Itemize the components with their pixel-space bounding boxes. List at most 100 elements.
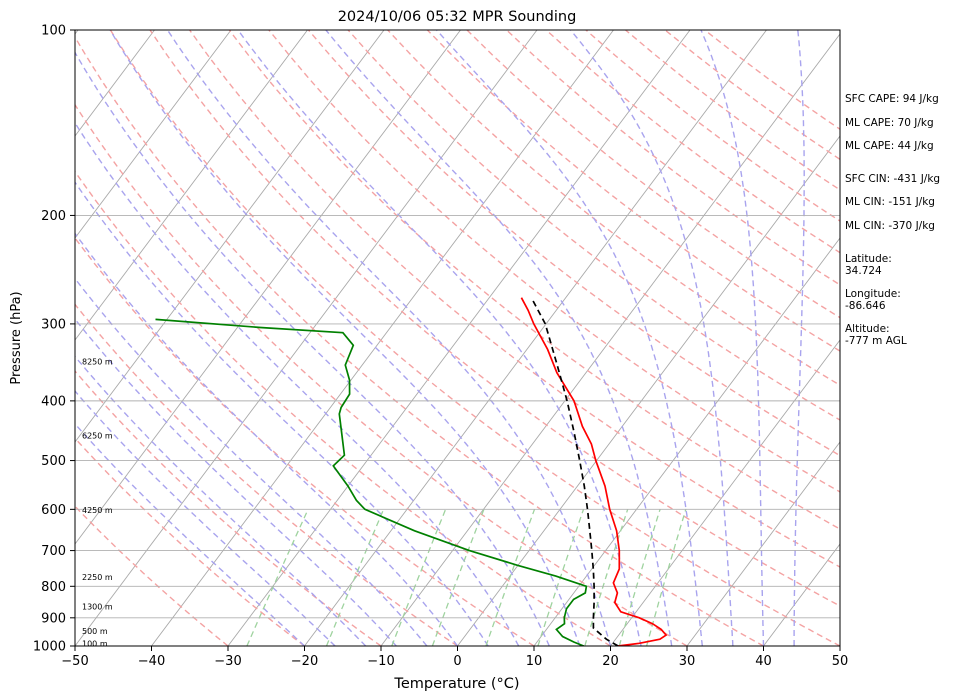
- altitude-value: -777 m AGL: [845, 335, 907, 347]
- moist-adiabat-line: [75, 121, 520, 646]
- moist-adiabat-line: [325, 30, 673, 646]
- moist-adiabat-line: [75, 355, 367, 646]
- dry-adiabat-line: [189, 30, 840, 568]
- x-tick-label: −30: [214, 654, 241, 669]
- x-axis-label: Temperature (°C): [393, 676, 519, 692]
- dry-adiabat-line: [426, 30, 840, 352]
- dry-adiabat-line: [75, 236, 535, 646]
- moist-adiabat-line: [75, 389, 336, 646]
- moist-adiabat-line: [166, 30, 612, 646]
- sfc-cape-text: SFC CAPE: 94 J/kg: [845, 93, 939, 105]
- x-tick-label: −20: [291, 654, 318, 669]
- dry-adiabat-line: [506, 30, 840, 286]
- ml-cin-text: ML CIN: -151 J/kg: [845, 196, 935, 208]
- mixing-ratio-line: [584, 509, 629, 646]
- latitude-value: 34.724: [845, 265, 882, 277]
- isotherm-line: [686, 441, 840, 646]
- moist-adiabat-line: [75, 422, 305, 646]
- height-label: 4250 m: [82, 506, 113, 515]
- ml-cape-text: ML CAPE: 44 J/kg: [845, 140, 934, 152]
- dry-adiabat-line: [268, 30, 840, 493]
- isotherm-line: [75, 30, 538, 646]
- moist-adiabat-line: [75, 318, 397, 646]
- parcel-path-line: [532, 300, 619, 646]
- isotherm-line: [380, 33, 840, 646]
- chart-title: 2024/10/06 05:32 MPR Sounding: [338, 9, 577, 25]
- isotherm-line: [75, 30, 308, 341]
- dry-adiabat-line: [307, 30, 840, 457]
- ml-cape-text: ML CAPE: 70 J/kg: [845, 117, 934, 129]
- temperature-line: [520, 297, 668, 646]
- dry-adiabat-line: [109, 30, 840, 646]
- moist-adiabat-line: [109, 30, 581, 646]
- dry-adiabat-line: [466, 30, 840, 319]
- dry-adiabat-line: [75, 303, 458, 646]
- longitude-value: -86.646: [845, 300, 886, 312]
- isotherm-line: [75, 30, 155, 137]
- altitude-label: Altitude:: [845, 323, 890, 335]
- x-tick-label: −40: [138, 654, 165, 669]
- y-tick-label: 400: [41, 394, 66, 409]
- dry-adiabat-line: [75, 505, 229, 646]
- y-tick-label: 900: [41, 611, 66, 626]
- height-label: 100 m: [82, 640, 108, 649]
- longitude-label: Longitude:: [845, 288, 901, 300]
- moist-adiabat-line: [436, 30, 703, 646]
- ml-cin-text: ML CIN: -370 J/kg: [845, 220, 935, 232]
- dewpoint-line: [155, 318, 588, 646]
- y-tick-label: 300: [41, 317, 66, 332]
- dry-adiabat-line: [75, 437, 305, 646]
- dry-adiabat-line: [75, 103, 688, 646]
- y-axis-label: Pressure (hPa): [9, 291, 24, 384]
- x-axis: −50 −40 −30 −20 −10 0 10 20 30 40 50: [61, 646, 848, 669]
- dry-adiabat-line: [75, 35, 764, 646]
- y-tick-label: 1000: [33, 640, 66, 655]
- x-tick-label: 50: [832, 654, 849, 669]
- y-tick-label: 100: [41, 24, 66, 39]
- isotherm-line: [75, 30, 385, 443]
- x-tick-label: 0: [453, 654, 461, 669]
- sfc-cin-text: SFC CIN: -431 J/kg: [845, 173, 940, 185]
- moist-adiabat-line: [75, 51, 550, 646]
- moist-adiabat-line: [75, 277, 428, 646]
- height-label: 8250 m: [82, 357, 113, 366]
- isotherm-line: [75, 30, 461, 545]
- y-tick-label: 200: [41, 209, 66, 224]
- y-tick-label: 500: [41, 454, 66, 469]
- y-axis: 100 200 300 400 500 600 700 800 900 1000: [33, 24, 75, 655]
- isotherm-line: [0, 30, 2, 646]
- height-label: 500 m: [82, 627, 108, 636]
- dry-adiabat-line: [149, 30, 840, 607]
- x-tick-label: 40: [755, 654, 772, 669]
- x-tick-label: −50: [61, 654, 88, 669]
- y-tick-label: 800: [41, 580, 66, 595]
- isotherm-line: [533, 237, 840, 646]
- isotherm-line: [75, 30, 232, 239]
- height-label: 2250 m: [82, 573, 113, 582]
- height-label: 1300 m: [82, 602, 113, 611]
- isotherm-line: [227, 30, 691, 646]
- height-labels: 100 m 500 m 1300 m 2250 m 4250 m 6250 m 8250 m: [82, 357, 113, 648]
- x-tick-label: −10: [367, 654, 394, 669]
- series-group: [155, 297, 668, 646]
- x-tick-label: 20: [602, 654, 619, 669]
- mixing-ratio-line: [391, 509, 447, 646]
- moist-adiabat-line: [793, 30, 805, 646]
- moist-adiabat-line: [700, 30, 765, 646]
- dry-adiabat-line: [228, 30, 840, 530]
- isotherm-line: [304, 30, 767, 646]
- y-tick-label: 600: [41, 503, 66, 518]
- x-tick-label: 10: [526, 654, 543, 669]
- moist-adiabat-line: [237, 30, 642, 646]
- isotherm-line: [610, 339, 840, 646]
- mixing-ratio-line: [485, 509, 536, 646]
- y-tick-label: 700: [41, 544, 66, 559]
- moist-adiabat-line: [570, 30, 734, 646]
- x-tick-label: 30: [679, 654, 696, 669]
- dry-adiabat-line: [75, 170, 611, 646]
- mixing-ratio-line: [645, 509, 687, 646]
- pressure-gridlines: [75, 30, 840, 646]
- moist-adiabat-line: [75, 232, 459, 646]
- plot-frame: [74, 29, 841, 647]
